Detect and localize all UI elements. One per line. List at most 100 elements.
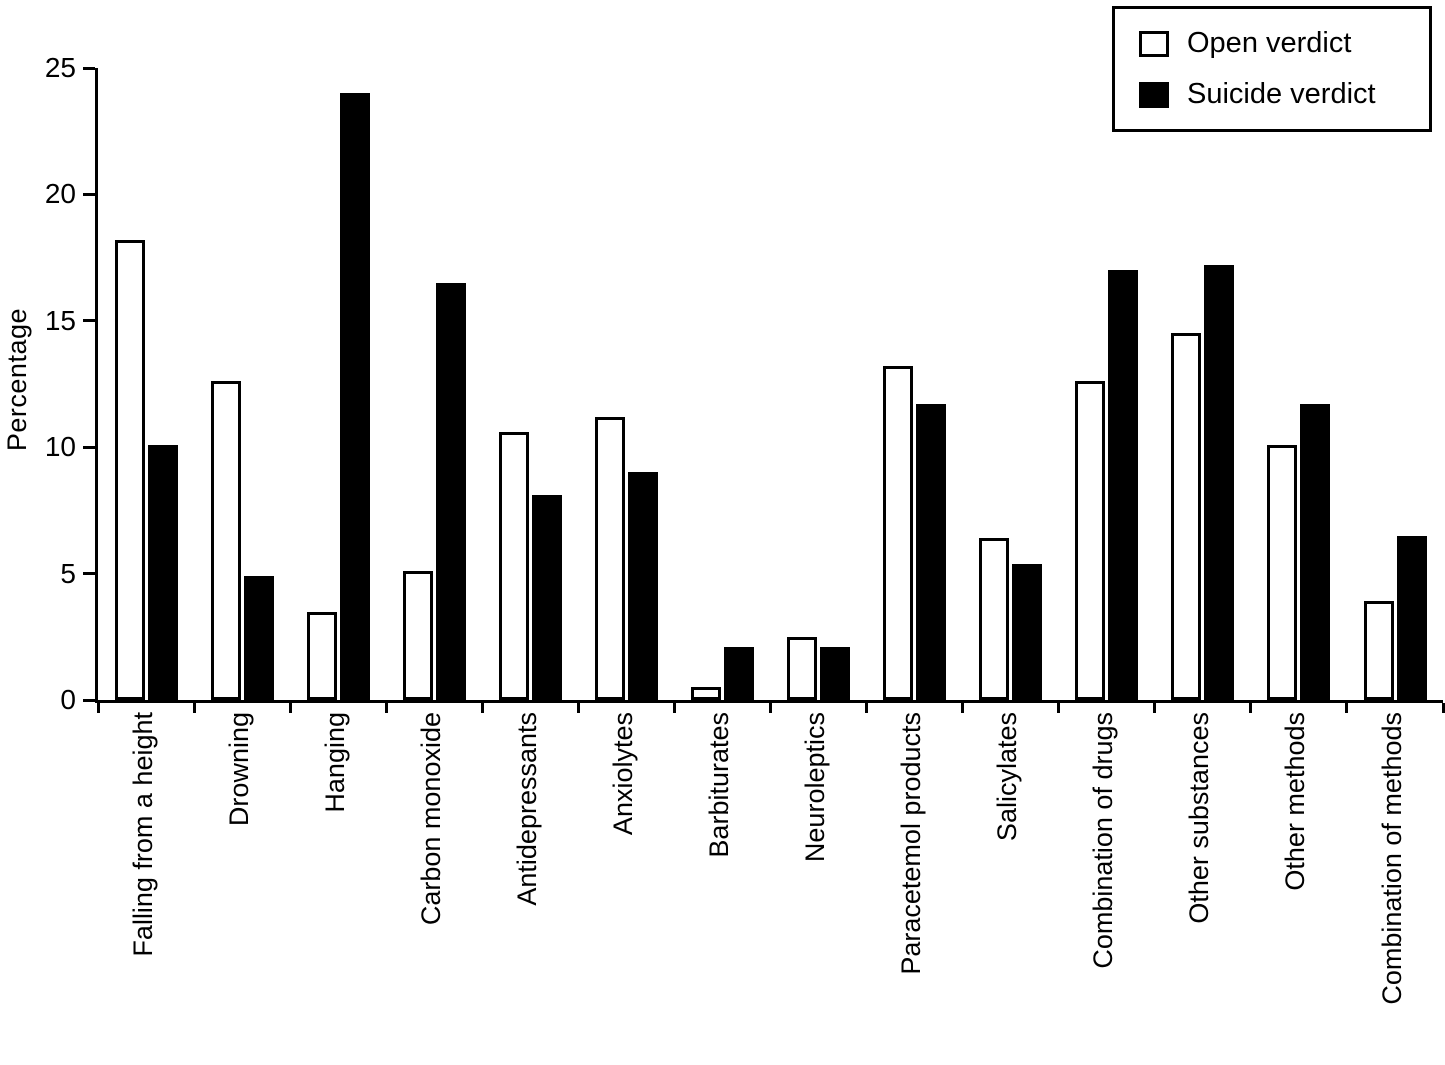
legend-label-suicide-verdict: Suicide verdict (1187, 78, 1376, 110)
bar-open-verdict-4 (498, 432, 529, 700)
x-axis-tick (961, 703, 965, 713)
x-axis-label-cell-9: Salicylates (960, 712, 1056, 1057)
bar-group-0 (98, 68, 194, 700)
bar-group-1 (194, 68, 290, 700)
y-tick-label: 5 (60, 557, 76, 589)
x-axis-label: Neuroleptics (800, 712, 831, 863)
y-tick-label: 0 (60, 684, 76, 715)
bar-suicide-verdict-8 (916, 404, 947, 700)
bar-open-verdict-5 (594, 416, 625, 700)
x-axis-tick (480, 703, 484, 713)
x-axis-tick (576, 703, 580, 713)
x-axis-label: Hanging (319, 712, 350, 813)
x-axis-tick (1153, 703, 1157, 713)
bar-group-10 (1059, 68, 1155, 700)
x-axis-label-cell-10: Combination of drugs (1056, 712, 1152, 1057)
y-tick-label: 10 (44, 431, 76, 463)
bar-group-5 (578, 68, 674, 700)
x-axis-tick (672, 703, 676, 713)
x-axis-tick (769, 703, 772, 713)
x-axis-label: Falling from a height (127, 712, 158, 957)
bar-open-verdict-2 (306, 611, 337, 700)
bar-open-verdict-12 (1267, 444, 1298, 700)
bar-suicide-verdict-5 (627, 472, 658, 700)
bar-suicide-verdict-0 (147, 444, 178, 700)
y-tick-label: 20 (44, 178, 76, 210)
bar-suicide-verdict-4 (531, 495, 562, 700)
bar-suicide-verdict-3 (435, 282, 466, 700)
bar-group-3 (386, 68, 482, 700)
bar-group-13 (1347, 68, 1443, 700)
bar-open-verdict-7 (787, 636, 818, 700)
x-axis-tick (96, 703, 100, 713)
x-axis-label: Antidepressants (511, 712, 542, 906)
x-axis-tick (1345, 703, 1349, 713)
bar-group-8 (867, 68, 963, 700)
bar-open-verdict-6 (691, 687, 721, 700)
bar-group-11 (1155, 68, 1251, 700)
bar-suicide-verdict-1 (243, 576, 274, 700)
bar-suicide-verdict-7 (820, 646, 851, 700)
bar-group-12 (1251, 68, 1347, 700)
x-axis-tick (1057, 703, 1061, 713)
open-verdict-swatch-icon (1139, 30, 1169, 57)
plot-area: 0 5 10 15 20 25 (45, 52, 1445, 715)
legend-label-open-verdict: Open verdict (1187, 27, 1352, 59)
x-axis-label-cell-4: Antidepressants (479, 712, 575, 1057)
y-tick-label: 25 (44, 52, 76, 83)
x-axis-label-cell-3: Carbon monoxide (383, 712, 479, 1057)
x-axis-label-cell-8: Paracetemol products (864, 712, 960, 1057)
bar-suicide-verdict-2 (339, 93, 370, 700)
x-axis-label-cell-13: Combination of methods (1344, 712, 1440, 1057)
x-axis-label: Salicylates (992, 712, 1023, 842)
y-tick-label: 15 (44, 304, 76, 336)
bar-open-verdict-11 (1171, 333, 1202, 700)
bar-group-9 (963, 68, 1059, 700)
bar-open-verdict-8 (883, 366, 914, 700)
y-axis-tick (83, 698, 95, 702)
bar-open-verdict-13 (1363, 601, 1394, 700)
bar-open-verdict-9 (979, 538, 1010, 700)
x-axis-label: Other methods (1280, 712, 1311, 891)
x-axis-labels: Falling from a height Drowning Hanging Carb… (95, 712, 1440, 1057)
bar-suicide-verdict-11 (1204, 265, 1235, 700)
x-axis-label: Barbiturates (704, 712, 734, 858)
bar-group-2 (290, 68, 386, 700)
bar-open-verdict-0 (114, 239, 145, 700)
y-axis-tick (83, 192, 95, 196)
x-axis-tick (384, 703, 388, 713)
x-axis-label-cell-7: Neuroleptics (768, 712, 864, 1057)
suicide-verdict-swatch-icon (1139, 81, 1169, 108)
bar-group-6 (674, 68, 770, 700)
x-axis-label-cell-0: Falling from a height (95, 712, 191, 1057)
bar-open-verdict-1 (210, 381, 241, 700)
x-axis-label-cell-1: Drowning (191, 712, 287, 1057)
bar-open-verdict-10 (1075, 381, 1106, 700)
x-axis-label: Anxiolytes (607, 712, 638, 836)
x-axis-tick (192, 703, 196, 713)
x-axis-label-cell-6: Barbiturates (671, 712, 767, 1057)
bar-open-verdict-3 (402, 571, 433, 700)
x-axis-label: Paracetemol products (896, 712, 927, 975)
bar-suicide-verdict-9 (1012, 563, 1043, 700)
x-axis-label: Combination of drugs (1088, 712, 1119, 969)
legend-item-suicide-verdict: Suicide verdict (1139, 78, 1419, 111)
x-axis-tick (1441, 703, 1445, 713)
y-axis-tick (83, 66, 95, 70)
legend: Open verdict Suicide verdict (1112, 6, 1432, 132)
bar-group-7 (771, 68, 867, 700)
bar-suicide-verdict-10 (1108, 270, 1139, 700)
bar-group-4 (482, 68, 578, 700)
x-axis-tick (865, 703, 869, 713)
x-axis-label: Combination of methods (1376, 712, 1407, 1005)
x-axis-label-cell-11: Other substances (1152, 712, 1248, 1057)
x-axis-label: Drowning (223, 712, 254, 827)
x-axis-label-cell-12: Other methods (1248, 712, 1344, 1057)
y-axis-tick (83, 319, 95, 323)
bar-suicide-verdict-6 (724, 646, 754, 700)
y-axis-tick (83, 445, 95, 449)
y-axis-tick (83, 572, 95, 576)
x-axis-label-cell-5: Anxiolytes (575, 712, 671, 1057)
x-axis-tick (1249, 703, 1253, 713)
